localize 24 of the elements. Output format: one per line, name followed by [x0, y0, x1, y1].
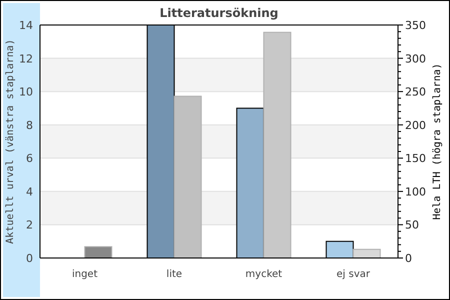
chart-title: Litteratursökning: [160, 6, 278, 20]
y2-tick-label: 100: [405, 185, 426, 198]
y-tick-label: 2: [26, 218, 33, 232]
y-tick-label: 6: [26, 152, 33, 166]
y2-tick-label: 200: [405, 118, 426, 132]
bar: [84, 246, 112, 258]
y2-tick-label: 350: [405, 19, 426, 32]
y-axis-title: Aktuellt urval (vänstra staplarna): [5, 39, 16, 244]
y2-tick-label: 50: [405, 218, 419, 232]
x-tick-label: lite: [166, 269, 182, 280]
y2-tick-label: 300: [405, 52, 426, 66]
y-tick-label: 12: [19, 52, 33, 66]
y-tick-label: 14: [19, 19, 33, 32]
y-tick-label: 8: [26, 118, 33, 132]
x-tick-label: ej svar: [336, 269, 371, 280]
x-tick-label: mycket: [245, 269, 282, 280]
y-tick-label: 4: [26, 185, 33, 198]
y2-tick-label: 150: [405, 152, 426, 166]
y2-axis-title: Hela LTH (högra staplarna): [432, 63, 443, 220]
x-tick-label: inget: [72, 269, 98, 280]
y2-tick-label: 0: [405, 252, 412, 265]
y2-tick-label: 250: [405, 86, 426, 99]
y-tick-label: 0: [26, 252, 33, 265]
y-tick-label: 10: [19, 86, 33, 99]
